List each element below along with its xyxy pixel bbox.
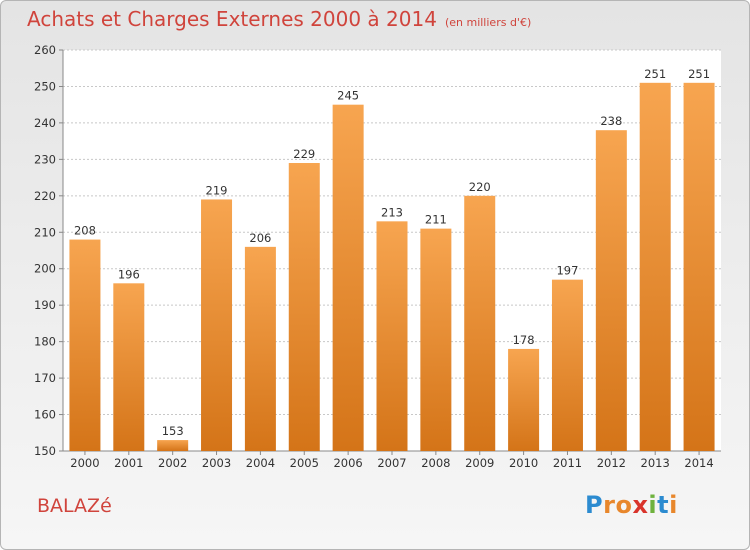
bar-value-label: 251: [688, 67, 710, 81]
bar: [244, 246, 276, 451]
bar-value-label: 220: [469, 180, 491, 194]
brand-logo: Proxiti: [585, 491, 678, 519]
bar: [551, 279, 583, 451]
y-tick-label: 210: [34, 225, 56, 239]
bar: [420, 228, 452, 451]
chart-title: Achats et Charges Externes 2000 à 2014 (e…: [27, 7, 531, 31]
x-tick-label: 2010: [509, 456, 538, 470]
x-tick-label: 2003: [202, 456, 231, 470]
x-tick-label: 2002: [158, 456, 187, 470]
brand-letter: i: [648, 491, 658, 519]
x-tick-label: 2011: [553, 456, 582, 470]
bar-value-label: 153: [162, 424, 184, 438]
x-tick-label: 2007: [377, 456, 406, 470]
bar: [113, 283, 145, 451]
bar-value-label: 196: [118, 267, 140, 281]
bar: [639, 82, 671, 452]
y-tick-label: 150: [34, 444, 56, 458]
y-tick-label: 260: [34, 43, 56, 57]
y-tick-label: 200: [34, 262, 56, 276]
x-tick-label: 2014: [684, 456, 713, 470]
bar: [595, 130, 627, 451]
y-tick-label: 250: [34, 79, 56, 93]
brand-letter: o: [615, 491, 633, 519]
bar-value-label: 229: [293, 147, 315, 161]
bar-value-label: 219: [206, 183, 228, 197]
brand-letter: P: [585, 491, 604, 519]
brand-letter: r: [603, 491, 616, 519]
x-tick-label: 2008: [421, 456, 450, 470]
x-tick-label: 2005: [290, 456, 319, 470]
x-tick-label: 2013: [641, 456, 670, 470]
bar-value-label: 197: [556, 264, 578, 278]
x-tick-label: 2001: [114, 456, 143, 470]
y-tick-label: 230: [34, 152, 56, 166]
y-tick-label: 190: [34, 298, 56, 312]
bar-value-label: 251: [644, 67, 666, 81]
y-tick-label: 220: [34, 189, 56, 203]
bar-value-label: 211: [425, 213, 447, 227]
bar: [69, 239, 101, 451]
x-tick-label: 2000: [70, 456, 99, 470]
bar: [464, 195, 496, 451]
bar-value-label: 213: [381, 205, 403, 219]
bar: [376, 221, 408, 451]
brand-letter: x: [632, 491, 649, 519]
brand-letter: i: [669, 491, 678, 519]
x-tick-label: 2006: [333, 456, 362, 470]
bar: [157, 440, 189, 451]
x-tick-label: 2012: [597, 456, 626, 470]
y-tick-label: 240: [34, 116, 56, 130]
y-tick-label: 160: [34, 408, 56, 422]
y-tick-label: 170: [34, 371, 56, 385]
x-tick-label: 2004: [246, 456, 275, 470]
x-tick-label: 2009: [465, 456, 494, 470]
bar-value-label: 206: [249, 231, 271, 245]
bar: [508, 348, 540, 451]
bar: [683, 82, 715, 452]
bar-value-label: 238: [600, 114, 622, 128]
bar-value-label: 245: [337, 89, 359, 103]
chart-title-text: Achats et Charges Externes 2000 à 2014: [27, 7, 437, 31]
brand-letter: t: [657, 491, 670, 519]
chart-unit: (en milliers d'€): [444, 16, 532, 29]
bar: [332, 104, 364, 451]
y-tick-label: 180: [34, 335, 56, 349]
bar-value-label: 208: [74, 224, 96, 238]
bar: [288, 163, 320, 451]
bar: [201, 199, 233, 451]
bar-value-label: 178: [513, 333, 535, 347]
town-name: BALAZé: [37, 495, 112, 517]
